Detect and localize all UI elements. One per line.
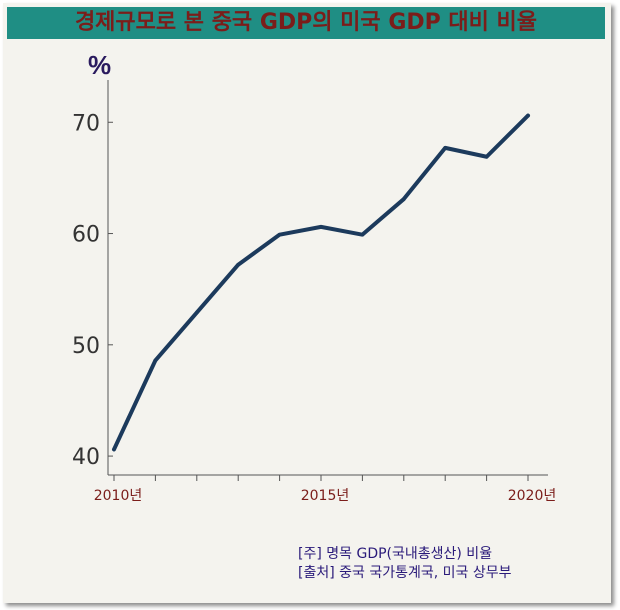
- data-point: [319, 225, 323, 229]
- y-unit-label: %: [88, 50, 112, 80]
- data-point: [153, 358, 158, 363]
- y-tick-label: 40: [72, 445, 100, 470]
- data-point: [195, 310, 199, 315]
- series-group: [112, 113, 530, 452]
- data-point: [526, 113, 530, 118]
- data-point: [112, 447, 116, 452]
- x-tick-label: 2020년: [508, 488, 557, 504]
- data-point: [484, 154, 489, 159]
- x-tick-label: 2010년: [94, 488, 143, 504]
- data-point: [443, 146, 448, 150]
- axes: [107, 80, 548, 481]
- chart-title: 경제규모로 본 중국 GDP의 미국 GDP 대비 비율: [74, 10, 538, 35]
- y-tick-label: 70: [72, 111, 100, 136]
- notes: [주] 명목 GDP(국내총생산) 비율 [출처] 중국 국가통계국, 미국 상…: [298, 545, 512, 583]
- footnote: [주] 명목 GDP(국내총생산) 비율: [298, 546, 493, 562]
- data-point: [402, 197, 406, 201]
- data-point: [277, 232, 282, 237]
- x-tick-label: 2015년: [301, 488, 350, 504]
- y-tick-label: 50: [72, 334, 100, 359]
- chart-frame: [3, 3, 611, 603]
- series-line: [112, 113, 530, 452]
- data-point: [360, 232, 365, 237]
- y-tick-label: 60: [72, 223, 100, 248]
- title-bar: 경제규모로 본 중국 GDP의 미국 GDP 대비 비율: [7, 7, 605, 39]
- tick-labels: 40 50 60 70 2010년 2015년 2020년: [72, 111, 556, 504]
- source-note: [출처] 중국 국가통계국, 미국 상무부: [298, 565, 512, 581]
- data-point: [236, 262, 240, 267]
